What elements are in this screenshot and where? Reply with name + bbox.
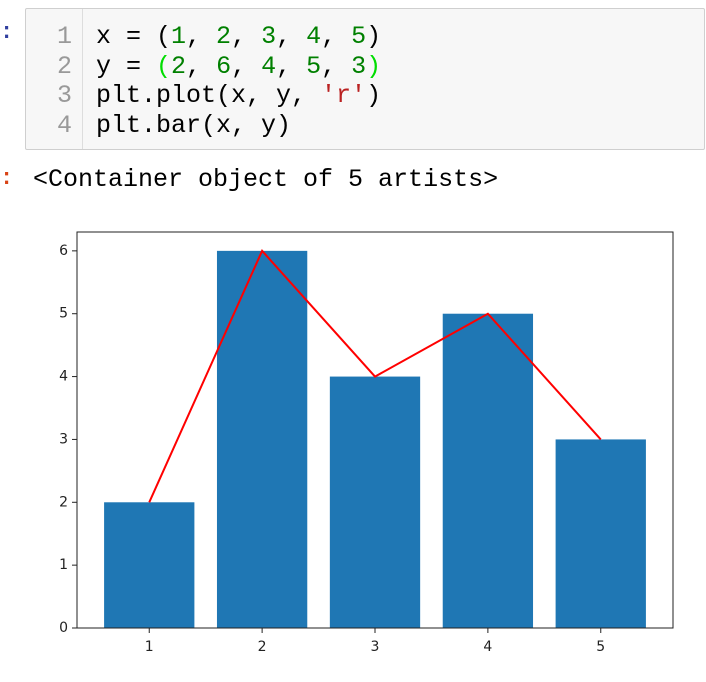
code-token: plt.bar(x, y) [96,110,292,140]
code-token: 5 [351,22,367,51]
out-prompt: : [0,166,14,191]
x-tick-label: 2 [258,639,267,655]
code-source: y = (2, 6, 4, 5, 3) [96,52,381,82]
code-token: , [276,22,307,51]
code-token: , [186,22,217,51]
line-number: 2 [56,51,72,81]
y-tick-label: 5 [59,306,68,322]
line-number: 1 [56,22,72,51]
bar [104,502,195,628]
output-text: <Container object of 5 artists> [33,165,499,194]
code-token: , [321,22,352,51]
code-token: x = ( [96,22,172,51]
y-tick-label: 3 [59,431,68,447]
x-tick-label: 5 [596,639,605,655]
code-token: 3 [261,22,277,51]
code-token: 4 [261,51,277,81]
code-token: 3 [351,51,367,81]
code-line: 3 plt.plot(x, y, 'r') [26,81,704,111]
bar [216,250,308,628]
code-token: y = [96,51,157,81]
code-token: ) [366,51,382,81]
code-line: 4 plt.bar(x, y) [26,111,704,141]
code-token: ) [366,81,382,110]
bar [442,313,534,628]
y-tick-label: 1 [59,557,68,573]
code-source: plt.plot(x, y, 'r') [96,81,381,111]
y-tick-label: 2 [59,494,68,510]
code-source: x = (1, 2, 3, 4, 5) [96,22,381,52]
x-tick-label: 1 [145,639,154,655]
code-token: ( [156,51,172,81]
line-number: 4 [56,110,72,140]
y-tick-label: 4 [59,369,68,385]
code-token: 'r' [321,81,367,110]
in-prompt: : [0,20,14,45]
code-token: 2 [216,22,232,51]
code-token: 6 [216,51,232,81]
code-token: , [321,51,352,81]
code-token: ) [366,22,382,51]
code-token: , [276,51,307,81]
code-token: plt.plot(x, y, [96,81,322,110]
code-token: 2 [171,51,187,81]
bar [329,376,421,628]
code-token: 1 [171,22,187,51]
line-number: 3 [56,81,72,110]
x-tick-label: 3 [371,639,380,655]
bar [555,439,646,628]
code-source: plt.bar(x, y) [96,111,291,141]
line [148,249,602,503]
code-token: , [186,51,217,81]
code-token: , [231,51,262,81]
code-token: 4 [306,22,322,51]
y-tick-label: 0 [59,620,68,636]
y-tick-label: 6 [59,243,68,259]
gutter [26,9,83,149]
code-token: 5 [306,51,322,81]
x-tick-label: 4 [483,639,492,655]
code-token: , [231,22,262,51]
